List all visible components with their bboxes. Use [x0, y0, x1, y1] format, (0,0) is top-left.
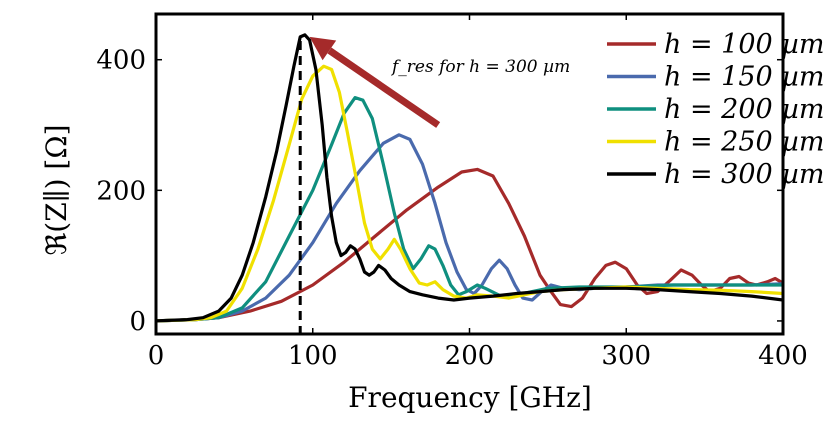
legend-label-3: h = 200 µm	[664, 94, 824, 125]
x-tick-label-4: 400	[758, 341, 808, 371]
x-tick-label-1: 100	[288, 341, 338, 371]
annotation-group: f_res for h = 300 µm	[298, 36, 570, 335]
y-tick-label-2: 400	[96, 46, 146, 76]
x-tick-label-2: 200	[445, 341, 495, 371]
x-tick-label-3: 300	[601, 341, 651, 371]
y-tick-label-1: 200	[96, 176, 146, 206]
axis-ticks: 0 100 200 300 400 0 200 400	[96, 14, 808, 371]
legend: h = 100 µmh = 150 µmh = 200 µmh = 250 µm…	[607, 29, 824, 190]
x-axis-label: Frequency [GHz]	[348, 381, 592, 414]
y-tick-label-0: 0	[129, 307, 146, 337]
y-axis-label: ℜ(Z∥) [Ω]	[40, 125, 73, 256]
annotation-text: f_res for h = 300 µm	[390, 57, 570, 77]
legend-label-4: h = 250 µm	[664, 127, 824, 158]
x-tick-label-0: 0	[148, 341, 165, 371]
annotation-arrow-shaft	[327, 47, 441, 128]
legend-label-5: h = 300 µm	[664, 159, 824, 190]
legend-label-2: h = 150 µm	[664, 62, 824, 93]
series-line-5	[156, 33, 783, 323]
legend-label-1: h = 100 µm	[664, 29, 824, 60]
annotation-arrow-head	[309, 36, 337, 61]
